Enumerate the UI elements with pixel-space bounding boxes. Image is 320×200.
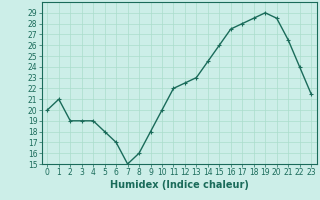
X-axis label: Humidex (Indice chaleur): Humidex (Indice chaleur) xyxy=(110,180,249,190)
